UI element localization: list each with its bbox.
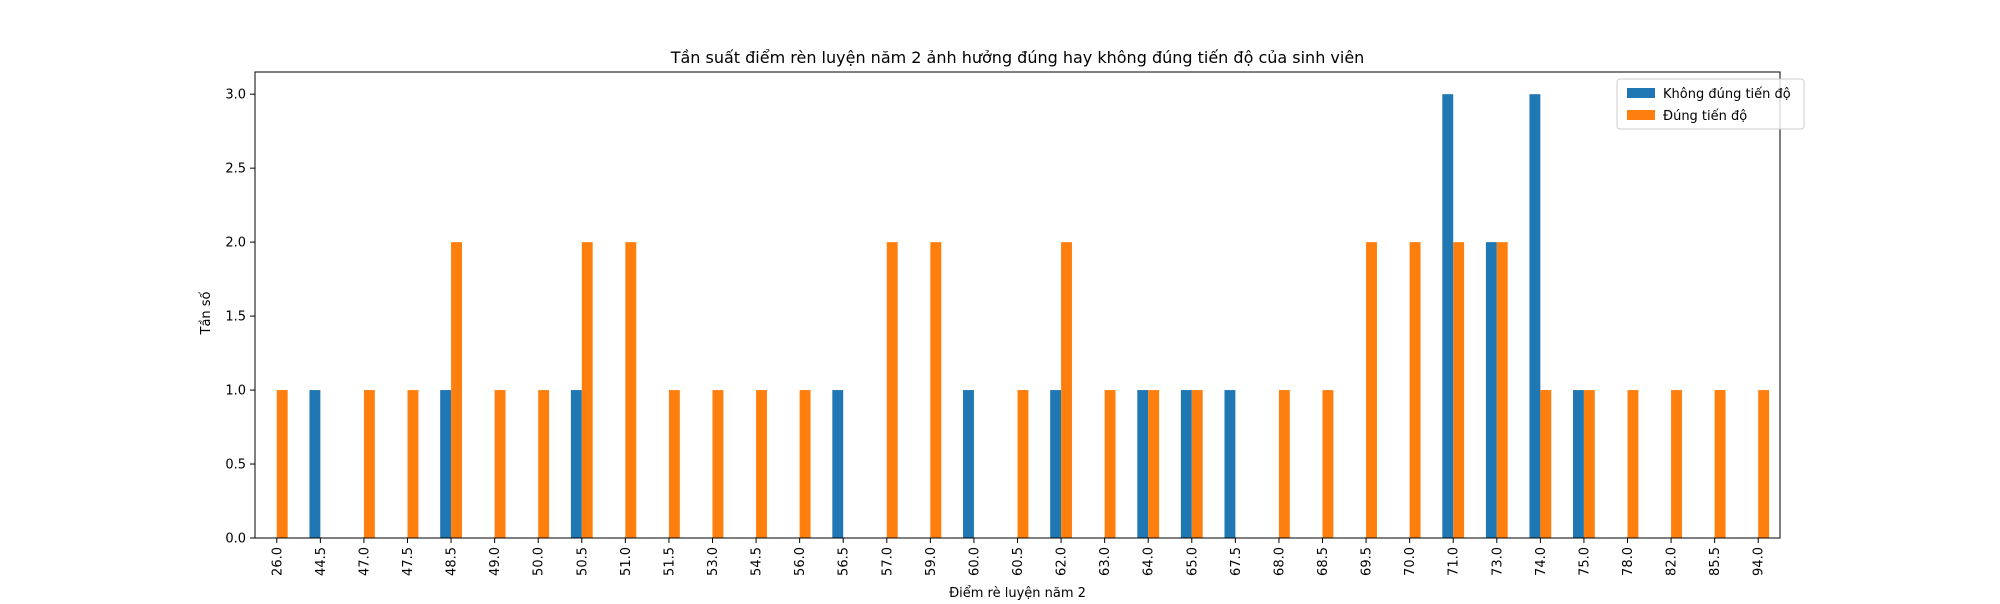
- x-tick-label-17: 60.5: [1011, 547, 1026, 576]
- bar-dung-tien-do-15: [930, 242, 942, 538]
- bar-khong-dung-tien-do-29: [1529, 94, 1541, 538]
- y-axis-label: Tần số: [199, 291, 214, 335]
- y-tick-label-4: 2.0: [225, 236, 246, 251]
- bar-dung-tien-do-20: [1148, 390, 1160, 538]
- bar-dung-tien-do-0: [276, 390, 288, 538]
- bar-dung-tien-do-8: [625, 242, 637, 538]
- x-tick-label-12: 56.0: [793, 547, 808, 576]
- plot-area: 0.0 0.5 1.0 1.5 2.0 2.5 3.0 26.0 44.5 47.0 47.5 48.…: [225, 71, 1781, 576]
- bar-dung-tien-do-26: [1409, 242, 1421, 538]
- x-tick-label-28: 73.0: [1490, 547, 1505, 576]
- x-tick-label-6: 50.0: [532, 547, 547, 576]
- x-tick-label-3: 47.5: [401, 547, 416, 576]
- bar-dung-tien-do-30: [1583, 390, 1595, 538]
- x-tick-label-23: 68.0: [1272, 547, 1287, 576]
- x-axis-label: Điểm rè luyện năm 2: [949, 586, 1086, 600]
- x-tick-label-16: 60.0: [967, 547, 982, 576]
- x-tick-label-34: 94.0: [1752, 547, 1767, 576]
- x-tick-label-0: 26.0: [270, 547, 285, 576]
- x-tick-label-32: 82.0: [1665, 547, 1680, 576]
- x-tick-label-9: 51.5: [662, 547, 677, 576]
- bar-dung-tien-do-27: [1453, 242, 1465, 538]
- bar-khong-dung-tien-do-30: [1573, 390, 1584, 538]
- bar-dung-tien-do-7: [581, 242, 593, 538]
- x-tick-label-15: 59.0: [924, 547, 939, 576]
- bar-dung-tien-do-31: [1627, 390, 1639, 538]
- x-tick-label-1: 44.5: [314, 547, 329, 576]
- bar-dung-tien-do-21: [1191, 390, 1203, 538]
- legend-swatch-dung-tien-do: [1627, 110, 1655, 120]
- bar-khong-dung-tien-do-21: [1180, 390, 1192, 538]
- x-tick-label-30: 75.0: [1577, 547, 1592, 576]
- bar-dung-tien-do-23: [1278, 390, 1290, 538]
- y-tick-label-3: 1.5: [225, 310, 246, 325]
- bar-dung-tien-do-12: [799, 390, 811, 538]
- bar-dung-tien-do-14: [886, 242, 898, 538]
- x-tick-label-4: 48.5: [445, 547, 460, 576]
- x-tick-label-10: 53.0: [706, 547, 721, 576]
- bar-dung-tien-do-9: [668, 390, 680, 538]
- bar-khong-dung-tien-do-27: [1442, 94, 1454, 538]
- bar-dung-tien-do-29: [1540, 390, 1552, 538]
- bar-khong-dung-tien-do-16: [963, 390, 974, 538]
- bar-dung-tien-do-2: [363, 390, 375, 538]
- x-tick-label-31: 78.0: [1621, 547, 1636, 576]
- x-tick-label-7: 50.5: [575, 547, 590, 576]
- x-tick-label-22: 67.5: [1229, 547, 1244, 576]
- bar-khong-dung-tien-do-20: [1137, 390, 1149, 538]
- legend-label-dung-tien-do: Đúng tiến độ: [1663, 109, 1747, 124]
- legend-label-khong-dung-tien-do: Không đúng tiến độ: [1663, 87, 1791, 102]
- x-tick-label-2: 47.0: [357, 547, 372, 576]
- bar-khong-dung-tien-do-4: [440, 390, 452, 538]
- bar-dung-tien-do-5: [494, 390, 506, 538]
- legend-swatch-khong-dung-tien-do: [1627, 88, 1655, 98]
- bar-dung-tien-do-33: [1714, 390, 1726, 538]
- x-tick-label-19: 63.0: [1098, 547, 1113, 576]
- bar-khong-dung-tien-do-7: [570, 390, 582, 538]
- y-tick-label-6: 3.0: [225, 88, 246, 103]
- y-tick-label-1: 0.5: [225, 458, 246, 473]
- x-tick-label-5: 49.0: [488, 547, 503, 576]
- legend: Không đúng tiến độ Đúng tiến độ: [1616, 78, 1805, 130]
- x-tick-label-8: 51.0: [619, 547, 634, 576]
- bar-khong-dung-tien-do-18: [1050, 390, 1062, 538]
- bar-dung-tien-do-25: [1366, 242, 1377, 538]
- x-tick-label-21: 65.0: [1185, 547, 1200, 576]
- bar-dung-tien-do-6: [538, 390, 550, 538]
- x-tick-label-18: 62.0: [1055, 547, 1070, 576]
- y-tick-label-0: 0.0: [225, 532, 246, 547]
- bar-khong-dung-tien-do-22: [1224, 390, 1236, 538]
- bar-dung-tien-do-3: [407, 390, 419, 538]
- legend-box: [1616, 78, 1805, 130]
- x-tick-label-27: 71.0: [1447, 547, 1462, 576]
- bar-khong-dung-tien-do-13: [832, 390, 844, 538]
- bar-dung-tien-do-34: [1758, 390, 1770, 538]
- x-tick-label-13: 56.5: [837, 547, 852, 576]
- bar-khong-dung-tien-do-1: [309, 390, 321, 538]
- bar-dung-tien-do-24: [1322, 390, 1334, 538]
- x-tick-label-25: 69.5: [1360, 547, 1375, 576]
- bar-dung-tien-do-17: [1017, 390, 1029, 538]
- bar-dung-tien-do-18: [1061, 242, 1072, 538]
- bar-dung-tien-do-32: [1671, 390, 1682, 538]
- x-tick-label-29: 74.0: [1534, 547, 1549, 576]
- bar-khong-dung-tien-do-28: [1485, 242, 1497, 538]
- x-tick-label-24: 68.5: [1316, 547, 1331, 576]
- x-tick-label-14: 57.0: [880, 547, 895, 576]
- bar-dung-tien-do-19: [1104, 390, 1116, 538]
- x-tick-label-11: 54.5: [750, 547, 765, 576]
- x-tick-label-20: 64.0: [1142, 547, 1157, 576]
- bar-dung-tien-do-4: [451, 242, 462, 538]
- chart-title: Tần suất điểm rèn luyện năm 2 ảnh hưởng …: [670, 48, 1365, 67]
- x-tick-label-26: 70.0: [1403, 547, 1418, 576]
- bar-dung-tien-do-28: [1496, 242, 1508, 538]
- bar-dung-tien-do-11: [756, 390, 767, 538]
- y-tick-label-2: 1.0: [225, 384, 246, 399]
- bar-dung-tien-do-10: [712, 390, 724, 538]
- x-tick-label-33: 85.5: [1708, 547, 1723, 576]
- y-tick-label-5: 2.5: [225, 162, 246, 177]
